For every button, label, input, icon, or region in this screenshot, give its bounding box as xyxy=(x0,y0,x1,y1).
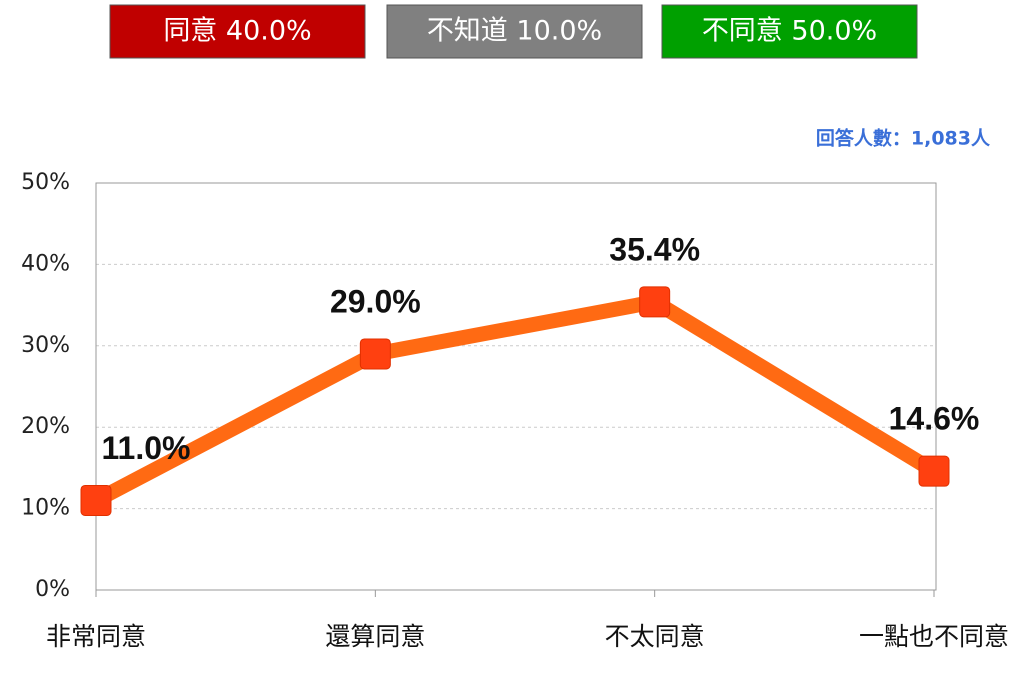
value-label: 14.6% xyxy=(889,401,980,437)
x-tick-label: 還算同意 xyxy=(325,622,425,651)
summary-box xyxy=(386,4,643,59)
x-tick-label: 一點也不同意 xyxy=(859,622,1009,651)
line xyxy=(92,294,938,508)
summary-text: 同意 40.0% xyxy=(163,16,311,47)
marker xyxy=(359,338,391,370)
y-tick-label: 50% xyxy=(21,170,70,195)
respondents: 回答人數：1,083人 xyxy=(816,127,991,150)
y-tick-label: 20% xyxy=(21,414,70,439)
plot-frame xyxy=(95,182,937,591)
y-tick-label: 10% xyxy=(21,496,70,521)
summary-box xyxy=(661,4,918,59)
value-label: 11.0% xyxy=(102,430,191,466)
value-label: 29.0% xyxy=(330,283,421,319)
summary-text: 不同意 50.0% xyxy=(702,16,877,47)
y-tick-label: 40% xyxy=(21,251,70,276)
summary-box xyxy=(109,4,366,59)
y-tick-label: 0% xyxy=(35,577,70,602)
value-label: 35.4% xyxy=(609,231,700,267)
x-tick-label: 不太同意 xyxy=(605,622,705,651)
marker xyxy=(80,484,112,516)
marker xyxy=(918,455,950,487)
x-tick-label: 非常同意 xyxy=(46,622,146,651)
y-tick-label: 30% xyxy=(21,333,70,358)
marker xyxy=(639,286,671,318)
summary-text: 不知道 10.0% xyxy=(427,16,602,47)
